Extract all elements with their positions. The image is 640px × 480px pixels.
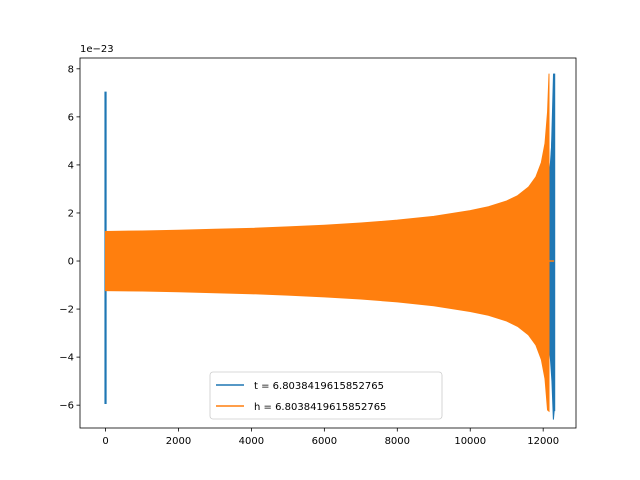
series-t-line (547, 73, 556, 412)
series-layer (104, 73, 556, 420)
legend-box (209, 371, 443, 420)
x-axis-ticks: 0 2000 4000 6000 8000 10000 12000 (102, 428, 559, 447)
legend-label-h: h = 6.8038419615852765 (254, 402, 386, 413)
y-tick-label: 2 (68, 208, 74, 219)
x-tick-label: 8000 (385, 436, 410, 447)
axes-frame (79, 57, 577, 429)
y-axis-ticks: −6 −4 −2 0 2 4 6 8 (59, 64, 80, 412)
y-tick-label: −2 (59, 305, 74, 316)
y-tick-label: −4 (59, 353, 74, 364)
y-tick-label: 8 (68, 64, 74, 75)
y-tick-label: 0 (68, 257, 74, 268)
x-tick-label: 10000 (454, 436, 486, 447)
y-tick-label: 4 (68, 160, 74, 171)
x-tick-label: 12000 (527, 436, 559, 447)
legend: t = 6.8038419615852765 h = 6.80384196158… (209, 371, 443, 420)
series-h (105, 73, 555, 413)
x-tick-label: 0 (102, 436, 108, 447)
y-tick-label: 6 (68, 112, 74, 123)
series-h-envelope (105, 73, 550, 413)
x-tick-label: 2000 (166, 436, 191, 447)
legend-label-t: t = 6.8038419615852765 (254, 381, 384, 392)
x-tick-label: 4000 (239, 436, 264, 447)
x-tick-label: 6000 (312, 436, 337, 447)
y-tick-label: −6 (59, 401, 74, 412)
y-offset-text: 1e−23 (80, 44, 114, 55)
